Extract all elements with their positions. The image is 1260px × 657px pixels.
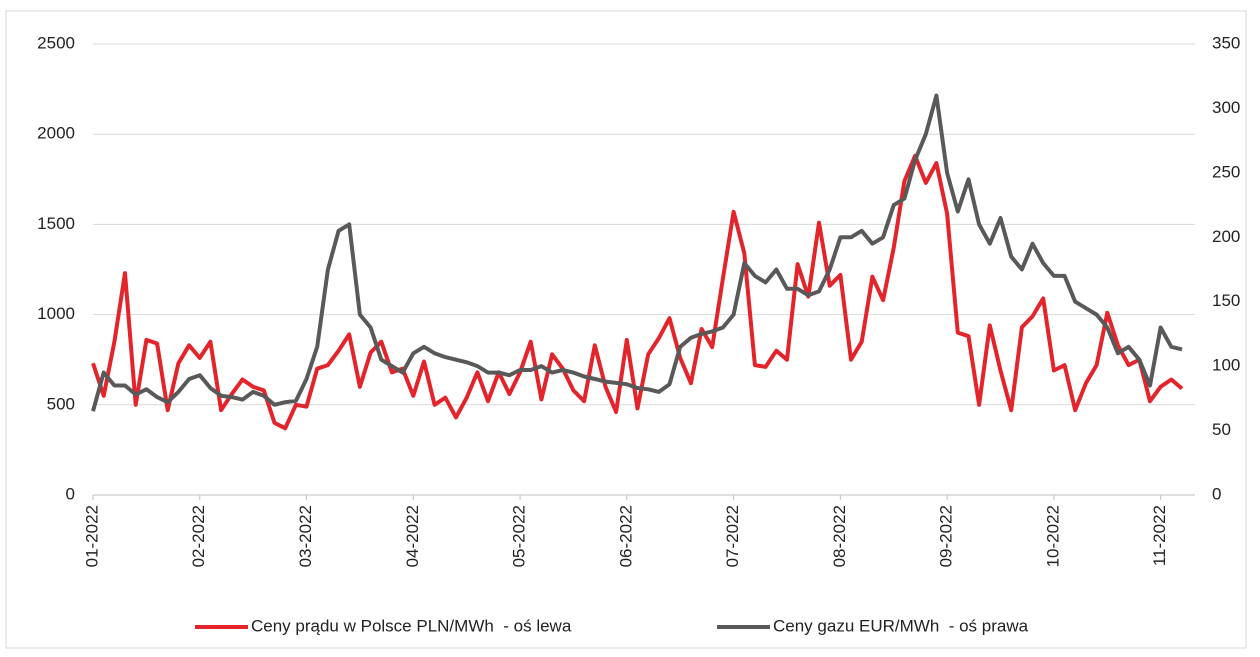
x-tick-label: 09-2022 bbox=[937, 505, 956, 567]
chart-frame bbox=[5, 10, 1247, 649]
y2-tick-label: 100 bbox=[1212, 356, 1240, 375]
y2-tick-label: 300 bbox=[1212, 98, 1240, 117]
x-tick-label: 08-2022 bbox=[830, 505, 849, 567]
y-tick-label: 1000 bbox=[37, 304, 75, 323]
x-tick-label: 04-2022 bbox=[403, 505, 422, 567]
y2-tick-label: 0 bbox=[1212, 484, 1221, 503]
x-tick-label: 01-2022 bbox=[82, 505, 101, 567]
x-tick-label: 10-2022 bbox=[1043, 505, 1062, 567]
y-tick-label: 2500 bbox=[37, 33, 75, 52]
y2-tick-label: 50 bbox=[1212, 420, 1231, 439]
legend-label: Ceny prądu w Polsce PLN/MWh - oś lewa bbox=[251, 616, 572, 635]
y2-tick-label: 150 bbox=[1212, 291, 1240, 310]
y-tick-label: 0 bbox=[66, 484, 75, 503]
y2-tick-label: 200 bbox=[1212, 227, 1240, 246]
legend-label: Ceny gazu EUR/MWh - oś prawa bbox=[773, 616, 1029, 635]
y-tick-label: 500 bbox=[47, 394, 75, 413]
x-tick-label: 11-2022 bbox=[1150, 505, 1169, 566]
x-tick-label: 02-2022 bbox=[189, 505, 208, 567]
y-tick-label: 1500 bbox=[37, 214, 75, 233]
y2-tick-label: 250 bbox=[1212, 162, 1240, 181]
y2-tick-label: 350 bbox=[1212, 33, 1240, 52]
series-line bbox=[91, 93, 1183, 412]
x-tick-label: 05-2022 bbox=[510, 505, 529, 567]
y-tick-label: 2000 bbox=[37, 124, 75, 143]
series-line bbox=[91, 153, 1184, 431]
x-tick-label: 03-2022 bbox=[296, 505, 315, 567]
x-tick-label: 07-2022 bbox=[723, 505, 742, 567]
x-tick-label: 06-2022 bbox=[616, 505, 635, 567]
